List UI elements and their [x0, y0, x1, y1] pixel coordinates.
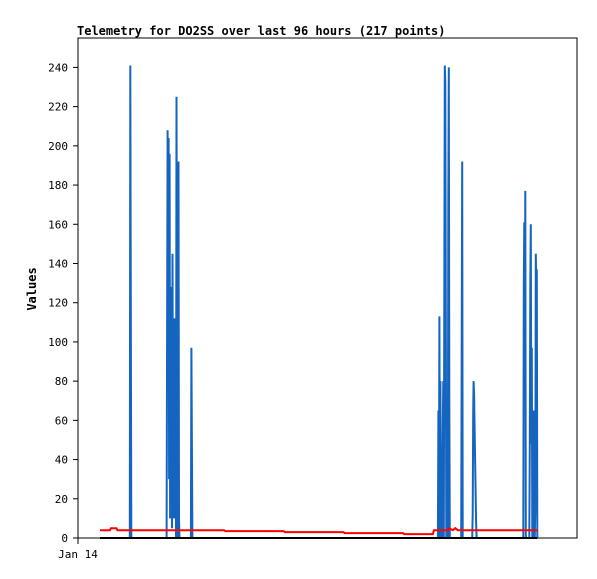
y-tick-label: 220	[48, 101, 68, 114]
y-tick-label: 200	[48, 140, 68, 153]
x-axis: Jan 14	[58, 538, 98, 561]
y-axis-label: Values	[25, 267, 39, 310]
y-tick-label: 120	[48, 297, 68, 310]
y-tick-label: 240	[48, 61, 68, 74]
y-tick-label: 100	[48, 336, 68, 349]
series-0-line	[128, 65, 539, 539]
y-tick-label: 180	[48, 179, 68, 192]
y-axis: 0 20 40 60 80 100 120 140 160 180 200 220 240	[48, 61, 78, 545]
y-tick-label: 60	[55, 414, 68, 427]
y-tick-label: 40	[55, 454, 68, 467]
y-tick-label: 140	[48, 257, 68, 270]
y-tick-label: 20	[55, 493, 68, 506]
y-tick-label: 0	[61, 532, 68, 545]
plot-area-frame	[77, 37, 578, 539]
chart-title: Telemetry for DO2SS over last 96 hours (…	[77, 24, 445, 38]
y-tick-label: 160	[48, 218, 68, 231]
x-tick-label: Jan 14	[58, 548, 98, 561]
series-1-line	[100, 526, 538, 536]
y-tick-label: 80	[55, 375, 68, 388]
series-layer	[100, 65, 539, 539]
